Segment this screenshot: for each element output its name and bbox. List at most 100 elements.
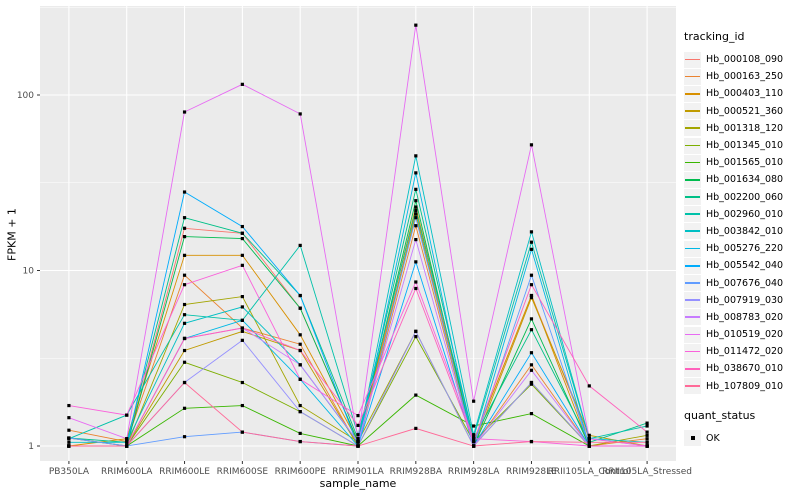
data-point xyxy=(125,444,129,448)
data-point xyxy=(298,306,302,310)
data-point xyxy=(356,437,360,441)
legend-line-icon xyxy=(685,264,700,267)
data-point xyxy=(414,393,418,397)
legend-label: Hb_000521_360 xyxy=(706,105,784,117)
ok-key xyxy=(684,430,701,447)
legend-line-icon xyxy=(685,333,700,336)
legend-item-ok: OK xyxy=(684,430,796,447)
legend-swatch xyxy=(684,240,701,257)
data-point xyxy=(587,440,591,444)
legend-swatch xyxy=(684,275,701,292)
data-point xyxy=(182,283,187,287)
legend-line-icon xyxy=(685,110,700,112)
legend-item: Hb_011472_020 xyxy=(684,343,796,360)
legend-item: Hb_002200_060 xyxy=(684,189,796,206)
data-point xyxy=(240,236,244,241)
data-point xyxy=(298,293,302,298)
legend-quant-block: quant_status OK xyxy=(684,409,796,447)
data-point xyxy=(645,437,649,441)
legend-line-icon xyxy=(685,367,700,370)
legend-swatch xyxy=(684,257,701,274)
legend-swatch xyxy=(684,154,701,171)
data-point xyxy=(414,237,418,242)
data-point xyxy=(67,428,71,432)
data-point xyxy=(529,230,534,234)
legend-label: Hb_010519_020 xyxy=(706,329,784,341)
data-point xyxy=(182,190,187,194)
legend-line-icon xyxy=(685,230,700,233)
x-tick-label: RRIM901LA xyxy=(332,467,384,477)
legend-line-icon xyxy=(685,350,700,353)
legend-line-icon xyxy=(685,196,700,198)
data-point xyxy=(414,286,418,291)
data-point xyxy=(587,384,591,388)
data-point xyxy=(645,430,649,434)
data-point xyxy=(356,423,360,428)
data-point xyxy=(298,112,302,116)
data-point xyxy=(240,253,244,257)
y-tick-label: 10 xyxy=(23,267,35,277)
legend-label: Hb_038670_010 xyxy=(706,363,784,375)
legend-swatch xyxy=(684,292,701,309)
legend-item: Hb_001634_080 xyxy=(684,171,796,188)
data-point xyxy=(67,416,71,420)
data-point xyxy=(414,216,418,220)
legend-label: Hb_001318_120 xyxy=(706,122,784,134)
x-tick-label: RRIM600LA xyxy=(101,467,153,477)
x-tick-label: RRIM928BA xyxy=(390,467,443,477)
legend-item: Hb_000521_360 xyxy=(684,103,796,120)
legend-item: Hb_038670_010 xyxy=(684,360,796,377)
legend-item: Hb_005276_220 xyxy=(684,240,796,257)
x-tick-label: RRIM600PE xyxy=(275,467,327,477)
data-point xyxy=(298,410,302,414)
legend-line-icon xyxy=(685,247,700,250)
x-tick-label: PB350LA xyxy=(49,467,90,477)
legend-line-icon xyxy=(685,178,700,181)
data-point xyxy=(298,439,302,444)
data-point xyxy=(645,424,649,428)
data-point xyxy=(472,433,476,437)
legend-item: Hb_001318_120 xyxy=(684,120,796,137)
data-point xyxy=(645,440,649,444)
data-point xyxy=(645,433,649,437)
y-tick-label: 100 xyxy=(17,91,34,101)
data-point xyxy=(529,363,534,367)
data-point xyxy=(529,439,534,444)
legend-label: OK xyxy=(706,432,720,444)
data-point xyxy=(125,437,129,441)
legend-tracking-title: tracking_id xyxy=(684,30,745,43)
legend-line-icon xyxy=(685,161,700,164)
data-point xyxy=(182,302,187,307)
data-point xyxy=(587,433,591,437)
legend-swatch xyxy=(684,120,701,137)
data-point xyxy=(414,205,418,209)
legend-label: Hb_011472_020 xyxy=(706,346,784,358)
data-point xyxy=(414,224,418,228)
legend-label: Hb_001345_010 xyxy=(706,140,784,152)
legend-line-icon xyxy=(685,213,700,215)
legend-swatch xyxy=(684,171,701,188)
legend-label: Hb_001634_080 xyxy=(706,174,784,186)
data-point xyxy=(240,338,244,342)
data-point xyxy=(182,253,187,257)
x-tick-label: RRIM600SE xyxy=(217,467,269,477)
data-point xyxy=(529,293,534,298)
data-point xyxy=(529,368,534,372)
legend-label: Hb_005542_040 xyxy=(706,260,784,272)
legend-swatch xyxy=(684,189,701,206)
data-point xyxy=(414,187,418,191)
data-point xyxy=(298,403,302,408)
data-point xyxy=(414,23,418,27)
data-point xyxy=(67,440,71,444)
data-point xyxy=(298,431,302,435)
data-point xyxy=(414,212,418,216)
data-point xyxy=(240,82,244,86)
legend-label: Hb_008783_020 xyxy=(706,311,784,323)
data-point xyxy=(529,382,534,386)
legend-line-icon xyxy=(685,385,700,387)
data-point xyxy=(529,296,534,300)
legend-swatch xyxy=(684,68,701,85)
data-point xyxy=(240,326,244,330)
legend-line-icon xyxy=(685,144,700,147)
